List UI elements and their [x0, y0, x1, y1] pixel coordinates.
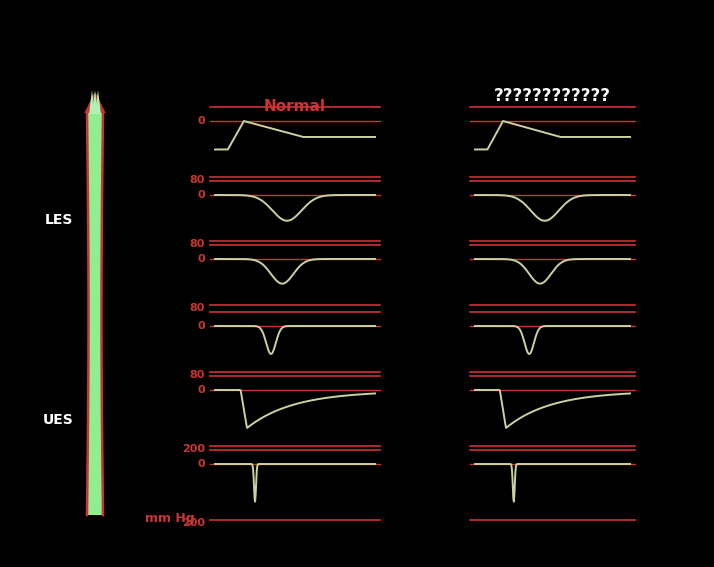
- Text: 80: 80: [190, 303, 205, 313]
- Text: 0: 0: [197, 385, 205, 395]
- Polygon shape: [87, 112, 103, 515]
- Polygon shape: [95, 90, 101, 114]
- Polygon shape: [86, 94, 104, 112]
- Text: 200: 200: [182, 518, 205, 528]
- Text: mm Hg: mm Hg: [146, 512, 195, 525]
- FancyArrowPatch shape: [90, 96, 100, 109]
- Text: 0: 0: [197, 116, 205, 126]
- Text: UES: UES: [42, 413, 73, 427]
- Text: ????????????: ????????????: [494, 87, 611, 105]
- Text: 0: 0: [197, 321, 205, 331]
- Text: 0: 0: [197, 254, 205, 264]
- Polygon shape: [89, 90, 95, 114]
- Text: 80: 80: [190, 370, 205, 380]
- Text: Normal: Normal: [264, 99, 326, 114]
- Polygon shape: [92, 90, 98, 114]
- Text: 80: 80: [190, 239, 205, 249]
- Text: LES: LES: [44, 213, 73, 227]
- Text: 0: 0: [197, 459, 205, 469]
- Text: 0: 0: [197, 190, 205, 200]
- Text: 80: 80: [190, 175, 205, 185]
- Text: 200: 200: [182, 444, 205, 454]
